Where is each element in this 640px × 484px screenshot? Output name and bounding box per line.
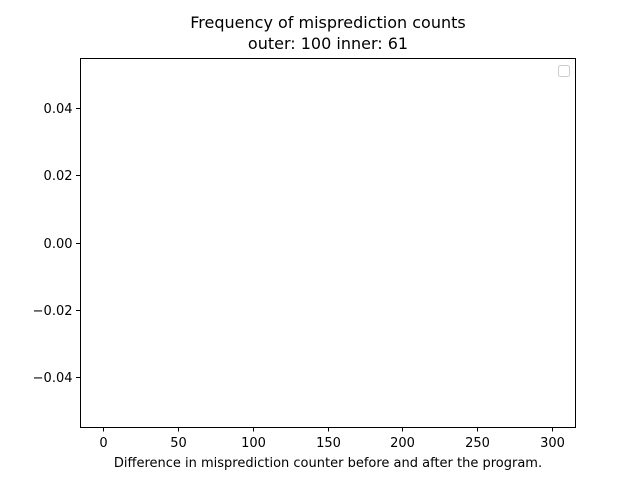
x-axis-ticks: 0 50 100 150 200 250 300: [99, 427, 565, 451]
chart-title: Frequency of misprediction counts: [190, 13, 465, 32]
x-tick-label: 0: [99, 436, 107, 451]
x-tick-label: 100: [241, 436, 266, 451]
x-axis-label: Difference in misprediction counter befo…: [114, 456, 542, 471]
x-tick-label: 300: [540, 436, 565, 451]
x-tick-label: 250: [465, 436, 490, 451]
plot-area: [80, 58, 576, 428]
chart-subtitle: outer: 100 inner: 61: [248, 34, 408, 53]
y-tick-label: −0.02: [33, 304, 73, 319]
x-tick-label: 50: [170, 436, 187, 451]
y-tick-label: 0.02: [44, 169, 73, 184]
y-tick-label: 0.04: [44, 102, 73, 117]
y-tick-label: 0.00: [44, 237, 73, 252]
legend-box: [558, 65, 570, 77]
x-tick-label: 150: [316, 436, 341, 451]
y-tick-label: −0.04: [33, 371, 73, 386]
y-axis-ticks: 0.04 0.02 0.00 −0.02 −0.04: [33, 102, 81, 386]
x-tick-label: 200: [390, 436, 415, 451]
